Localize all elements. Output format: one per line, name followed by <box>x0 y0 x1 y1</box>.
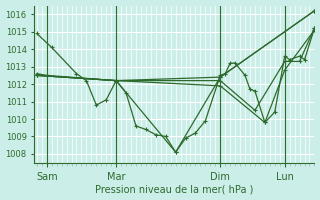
X-axis label: Pression niveau de la mer( hPa ): Pression niveau de la mer( hPa ) <box>95 184 253 194</box>
